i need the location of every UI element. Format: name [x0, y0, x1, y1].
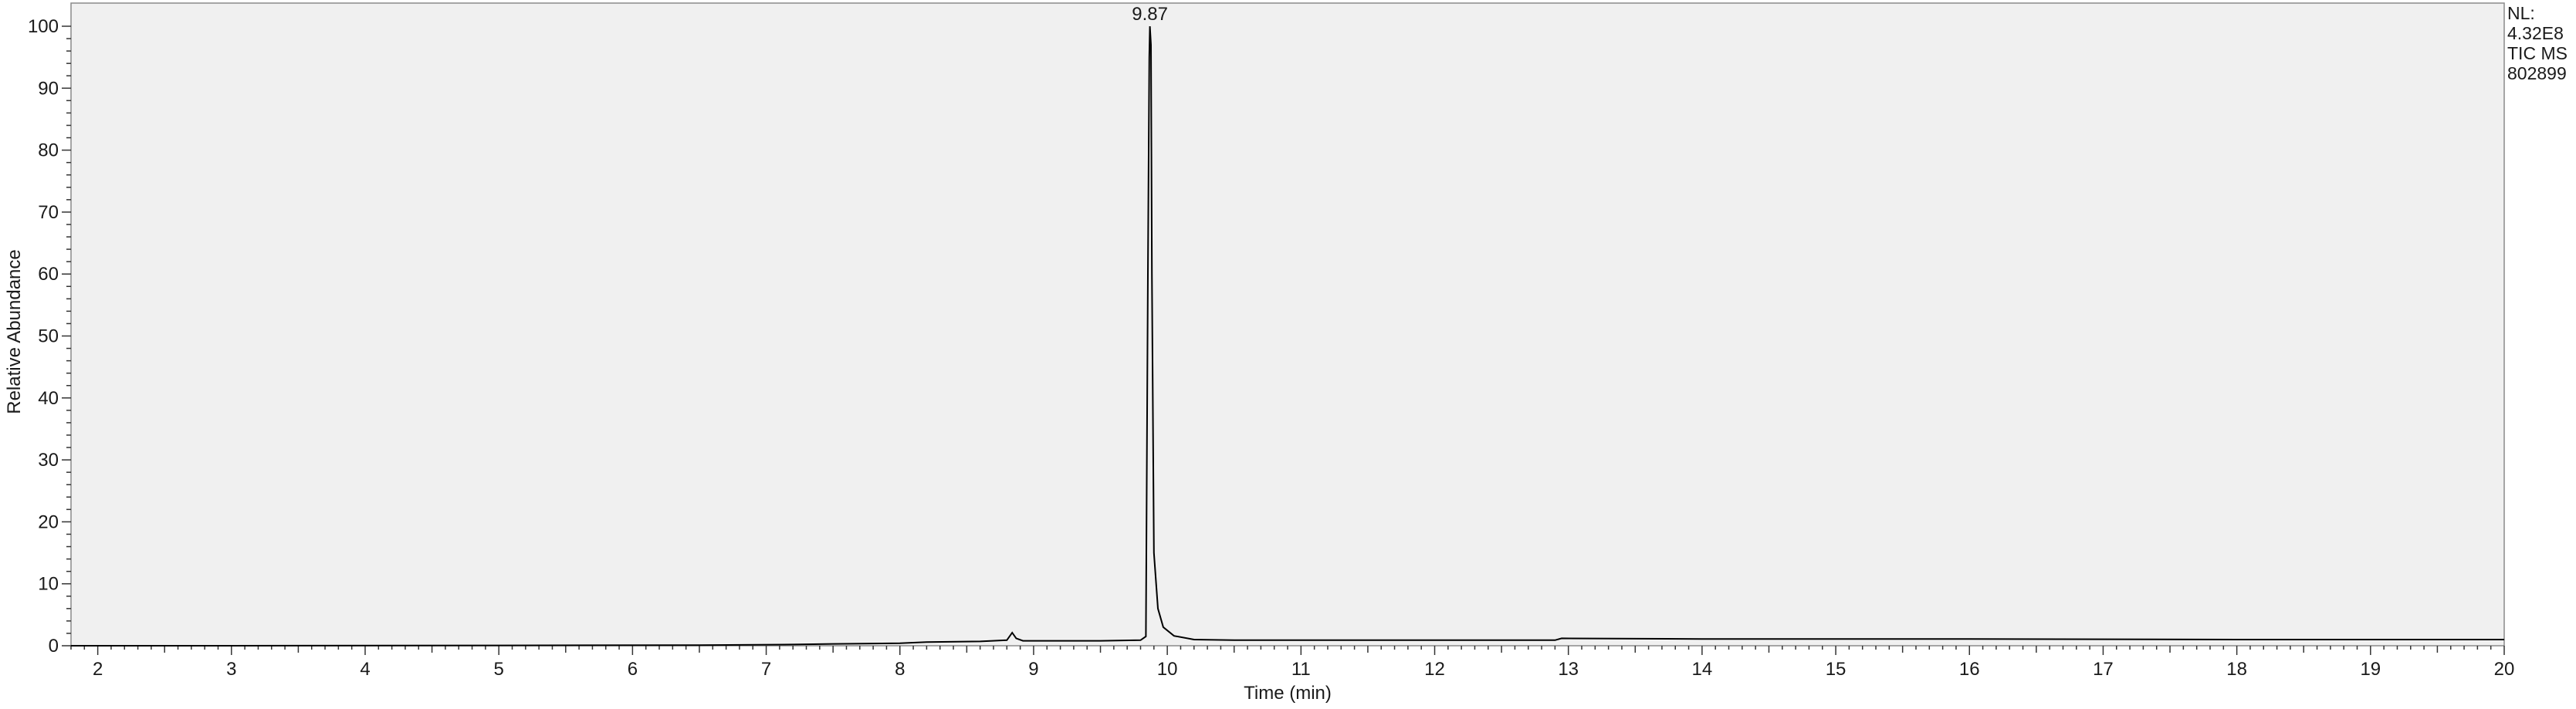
- y-tick-label: 60: [38, 264, 59, 285]
- x-tick-label: 3: [226, 659, 236, 680]
- x-tick-label: 12: [1424, 659, 1445, 680]
- x-tick-label: 18: [2226, 659, 2247, 680]
- plot-background: [70, 2, 2505, 647]
- x-tick-label: 4: [360, 659, 370, 680]
- x-tick-label: 20: [2494, 659, 2515, 680]
- x-tick-label: 9: [1028, 659, 1038, 680]
- x-tick-label: 17: [2093, 659, 2114, 680]
- x-tick-label: 8: [895, 659, 905, 680]
- y-axis-title: Relative Abundance: [4, 249, 25, 414]
- acquisition-info: NL: 4.32E8 TIC MS 802899: [2507, 3, 2568, 83]
- x-tick-label: 6: [628, 659, 638, 680]
- peak-annotations: 9.87: [1132, 4, 1168, 25]
- x-tick-label: 14: [1692, 659, 1713, 680]
- x-axis: 2 3 4 5 6 7 8 9 10 11 12 13 14 15 16 17 18 19 20: [70, 646, 2515, 680]
- x-tick-label: 16: [1959, 659, 1980, 680]
- x-tick-label: 15: [1826, 659, 1847, 680]
- chromatogram-trace: [71, 25, 2504, 647]
- y-tick-label: 20: [38, 511, 59, 532]
- y-tick-label: 0: [49, 636, 59, 657]
- x-tick-label: 11: [1291, 659, 1311, 680]
- y-tick-label: 30: [38, 450, 59, 471]
- sample-id: 802899: [2507, 63, 2567, 83]
- x-axis-title: Time (min): [1244, 683, 1332, 704]
- y-tick-label: 40: [38, 388, 59, 409]
- x-tick-label: 7: [761, 659, 771, 680]
- nl-value: 4.32E8: [2507, 23, 2564, 43]
- y-tick-label: 90: [38, 78, 59, 99]
- y-tick-label: 80: [38, 140, 59, 161]
- scan-filter: TIC MS: [2507, 43, 2568, 63]
- x-tick-label: 19: [2360, 659, 2381, 680]
- x-tick-label: 10: [1157, 659, 1178, 680]
- peak-label: 9.87: [1132, 4, 1168, 25]
- y-tick-label: 50: [38, 326, 59, 347]
- y-tick-label: 10: [38, 574, 59, 595]
- y-tick-label: 100: [28, 16, 59, 37]
- x-tick-label: 5: [494, 659, 504, 680]
- x-tick-label: 2: [93, 659, 103, 680]
- nl-label: NL:: [2507, 3, 2535, 23]
- y-tick-label: 70: [38, 202, 59, 223]
- x-tick-label: 13: [1558, 659, 1579, 680]
- y-axis: 0 10 20 30 40 50 60 70 80 90 100: [28, 16, 71, 657]
